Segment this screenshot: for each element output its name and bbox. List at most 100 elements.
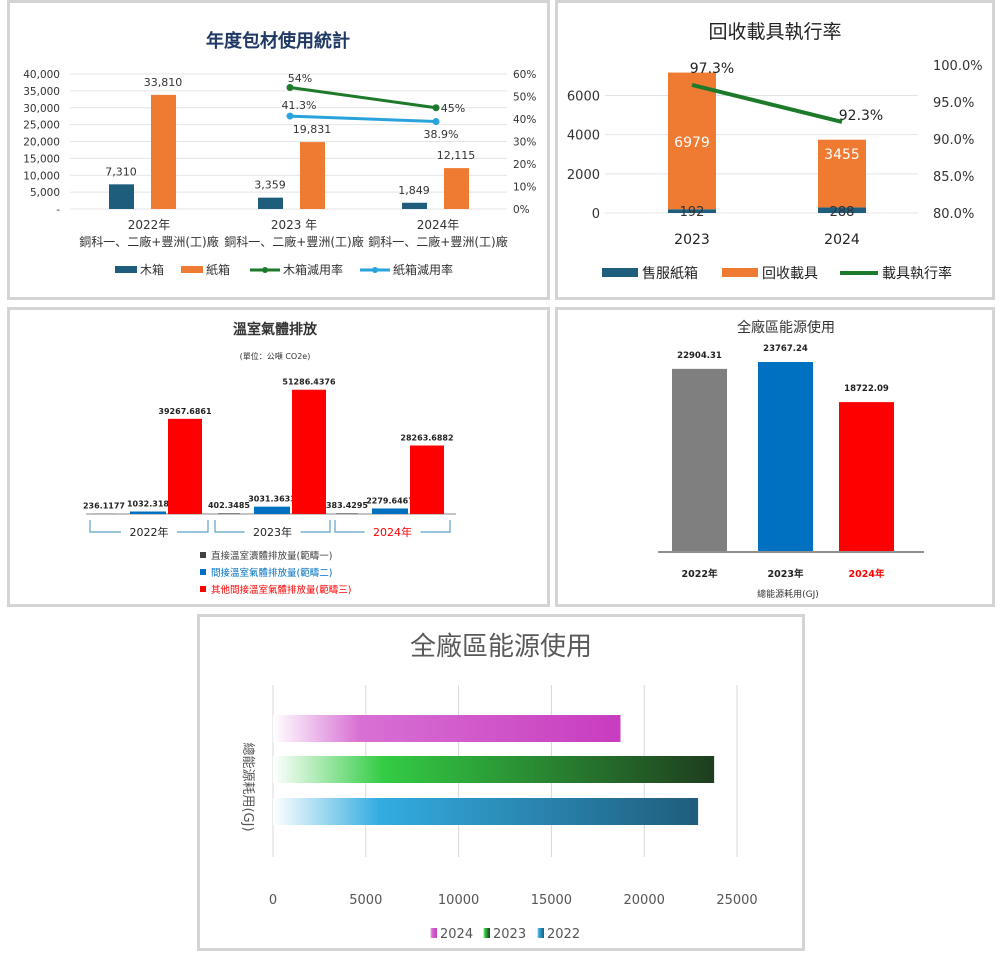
y2-tick-label: 60%	[513, 69, 536, 81]
category-bracket	[214, 520, 331, 533]
legend-label: 間接溫室氣體排放量(範疇二)	[211, 567, 332, 579]
ghg-bar-3	[168, 418, 202, 514]
y2-tick-label: 0%	[513, 204, 530, 216]
ghg-bar-1	[93, 513, 115, 514]
ghg-value-label: 3031.3633	[248, 495, 296, 504]
x-tick-label: 20000	[624, 893, 665, 908]
ghg-value-label: 383.4295	[326, 501, 368, 510]
service-box-bar-segment	[668, 209, 716, 213]
packaging-chart-panel: 年度包材使用統計 40,000 35,000 30,000 25,000 20,000 15…	[7, 0, 550, 300]
y-tick-label: 25,000	[23, 120, 60, 132]
wood-reduction-point	[286, 84, 294, 91]
y-tick-label: 40,000	[23, 69, 60, 81]
y2-tick-label: 10%	[513, 182, 536, 194]
legend-marker	[262, 267, 268, 273]
recycled-carrier-value-label: 6979	[674, 135, 710, 151]
energy-value-label: 18722.09	[844, 384, 889, 394]
y-tick-label: 15,000	[23, 153, 60, 165]
legend-label: 其他間接溫室氣體排放量(範疇三)	[211, 584, 351, 596]
energy-horizontal-bar	[273, 715, 621, 742]
x-tick-label: 2024	[824, 232, 860, 248]
carrier-recovery-chart-panel: 回收載具執行率 6000 4000 2000 0 100.0% 95.0% 90.0% 85.0…	[555, 0, 995, 300]
wood-reduction-line	[289, 86, 437, 110]
x-tick-label: 5000	[349, 893, 382, 908]
y-tick-label: 10,000	[23, 170, 60, 182]
category-bracket	[334, 520, 451, 533]
y-tick-label: 4000	[567, 129, 600, 144]
x-axis-label: 總能源耗用(GJ)	[757, 588, 819, 600]
chart-title: 溫室氣體排放	[233, 321, 318, 338]
y-tick-label: -	[56, 204, 60, 216]
wood-box-value-label: 3,359	[254, 179, 286, 192]
energy-vertical-chart-panel: 全廠區能源使用 22904.31 2022年 23767.24 2023年 18722.0…	[555, 307, 995, 607]
packaging-chart: 年度包材使用統計 40,000 35,000 30,000 25,000 20,000 15…	[23, 30, 536, 277]
legend-label: 回收載具	[762, 266, 818, 282]
legend-label: 紙箱減用率	[393, 262, 453, 277]
ghg-bar-3	[292, 389, 326, 514]
ghg-bar-3	[410, 445, 444, 514]
paper-reduction-line	[289, 114, 437, 123]
legend-swatch	[537, 928, 544, 938]
energy-bar	[758, 362, 813, 551]
legend-label: 木箱	[140, 262, 164, 277]
carrier-recovery-chart: 回收載具執行率 6000 4000 2000 0 100.0% 95.0% 90.0% 85.0…	[567, 21, 983, 282]
ghg-bar-1	[218, 513, 240, 514]
energy-horizontal-chart-panel: 全廠區能源使用 0 5000 10000 15000 20000 25000 總能源耗用(GJ…	[197, 614, 805, 951]
ghg-value-label: 39267.6861	[158, 407, 212, 416]
energy-horizontal-bar	[273, 756, 715, 783]
y-tick-label: 0	[592, 207, 600, 222]
x-tick-label: 10000	[438, 893, 479, 908]
legend-swatch	[483, 928, 490, 938]
wood-box-value-label: 1,849	[398, 184, 430, 197]
execution-rate-line	[691, 83, 843, 124]
service-box-bar-segment	[818, 207, 866, 213]
paper-box-bar	[151, 94, 176, 209]
x-category-sites: 銅科一、二廠+豐洲(工)廠	[79, 234, 218, 249]
legend-swatch	[200, 586, 206, 592]
y2-tick-label: 40%	[513, 114, 536, 126]
x-category-label: 2024年	[849, 568, 885, 580]
energy-value-label: 23767.24	[763, 344, 808, 354]
legend-marker	[372, 267, 378, 273]
ghg-bar-1	[336, 513, 358, 514]
y-tick-label: 6000	[567, 90, 600, 105]
energy-horizontal-chart: 全廠區能源使用 0 5000 10000 15000 20000 25000 總能源耗用(GJ…	[240, 632, 758, 942]
y2-tick-label: 85.0%	[933, 170, 974, 185]
ghg-bar-2	[254, 506, 290, 514]
y-tick-label: 30,000	[23, 103, 60, 115]
x-category-year: 2023 年	[271, 218, 317, 232]
execution-rate-label: 92.3%	[839, 108, 883, 124]
x-tick-label: 0	[269, 893, 277, 908]
execution-rate-label: 97.3%	[690, 61, 734, 77]
recycled-carrier-value-label: 3455	[824, 147, 860, 163]
chart-title: 全廠區能源使用	[410, 632, 592, 662]
service-box-value-label: 192	[680, 205, 705, 220]
x-category-year: 2022年	[128, 218, 171, 232]
y-tick-label: 35,000	[23, 86, 60, 98]
legend-label: 木箱減用率	[283, 262, 343, 277]
x-tick-label: 2023	[674, 232, 710, 248]
ghg-value-label: 402.3485	[208, 501, 250, 510]
paper-box-value-label: 33,810	[144, 76, 183, 89]
ghg-bar-2	[130, 511, 166, 514]
ghg-bar-2	[372, 508, 408, 514]
wood-box-bar	[109, 184, 134, 209]
legend-swatch	[430, 928, 437, 938]
y-axis-label: 總能源耗用(GJ)	[240, 742, 256, 831]
legend-label: 售服紙箱	[642, 266, 698, 282]
legend-swatch	[200, 552, 206, 558]
legend-label: 載具執行率	[882, 265, 952, 282]
energy-bar	[672, 368, 727, 551]
chart-subtitle: (單位：公噸 CO2e)	[240, 351, 311, 361]
legend-swatch	[722, 268, 758, 277]
y-tick-label: 2000	[567, 168, 600, 183]
y2-tick-label: 100.0%	[933, 59, 983, 74]
legend-label: 2022	[547, 927, 580, 942]
y2-tick-label: 30%	[513, 137, 536, 149]
service-box-value-label: 288	[830, 205, 855, 220]
ghg-value-label: 2279.6467	[366, 496, 414, 505]
legend-swatch	[115, 266, 137, 273]
chart-title: 回收載具執行率	[708, 21, 841, 43]
y2-tick-label: 20%	[513, 159, 536, 171]
ghg-value-label: 1032.318	[127, 499, 169, 508]
